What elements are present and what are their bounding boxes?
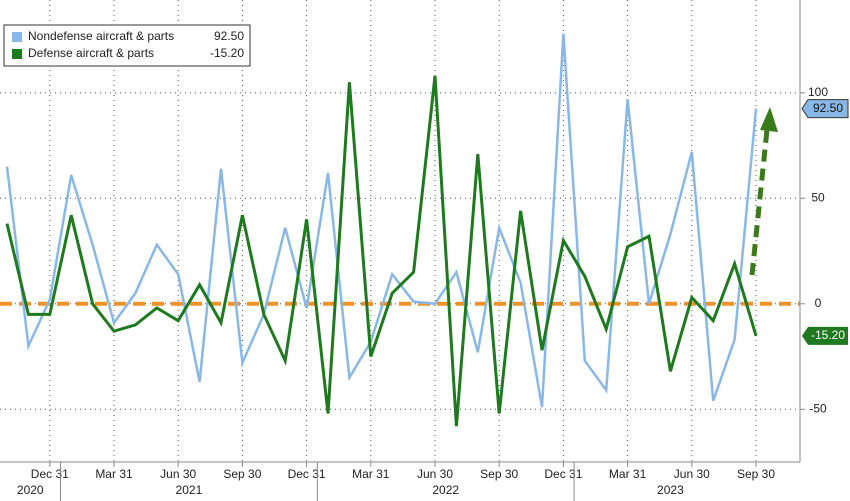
legend-label: Defense aircraft & parts bbox=[28, 46, 154, 60]
x-tick-label: Dec 31 bbox=[288, 467, 326, 481]
y-tick-label: 100 bbox=[808, 85, 828, 99]
value-label-box bbox=[801, 99, 849, 119]
x-tick-label: Jun 30 bbox=[674, 467, 710, 481]
series-line bbox=[5, 33, 758, 408]
legend-swatch bbox=[12, 49, 22, 59]
x-tick-label: Mar 31 bbox=[95, 467, 133, 481]
x-tick-label: Sep 30 bbox=[737, 467, 775, 481]
value-label-box bbox=[802, 326, 848, 345]
legend-label: Nondefense aircraft & parts bbox=[28, 29, 174, 43]
y-tick-label: 0 bbox=[815, 296, 822, 310]
legend-box bbox=[3, 24, 251, 67]
legend-value: -15.20 bbox=[210, 46, 244, 60]
legend: Nondefense aircraft & parts 92.50 Defense … bbox=[3, 24, 251, 67]
x-tick-label: Mar 31 bbox=[609, 467, 647, 481]
trend-arrow bbox=[749, 119, 771, 276]
x-group-label: 2021 bbox=[176, 483, 203, 497]
x-tick-label: Mar 31 bbox=[352, 467, 390, 481]
x-tick-label: Sep 30 bbox=[223, 467, 261, 481]
series-line bbox=[5, 75, 758, 427]
plot bbox=[0, 33, 800, 427]
x-tick-label: Dec 31 bbox=[31, 467, 69, 481]
x-tick-label: Sep 30 bbox=[480, 467, 518, 481]
legend-swatch bbox=[12, 32, 22, 42]
trend-arrow-head bbox=[760, 107, 778, 132]
value-label: 92.50 bbox=[813, 101, 843, 115]
legend-value: 92.50 bbox=[214, 29, 244, 43]
x-group-label: 2022 bbox=[432, 483, 459, 497]
x-tick-label: Jun 30 bbox=[417, 467, 453, 481]
grid bbox=[0, 0, 800, 462]
x-tick-label: Dec 31 bbox=[544, 467, 582, 481]
x-group-label: 2023 bbox=[657, 483, 684, 497]
y-tick-label: 50 bbox=[811, 190, 825, 204]
x-group-label: 2020 bbox=[17, 483, 44, 497]
y-tick-label: -50 bbox=[809, 401, 827, 415]
x-tick-label: Jun 30 bbox=[160, 467, 196, 481]
value-label: -15.20 bbox=[811, 328, 845, 342]
